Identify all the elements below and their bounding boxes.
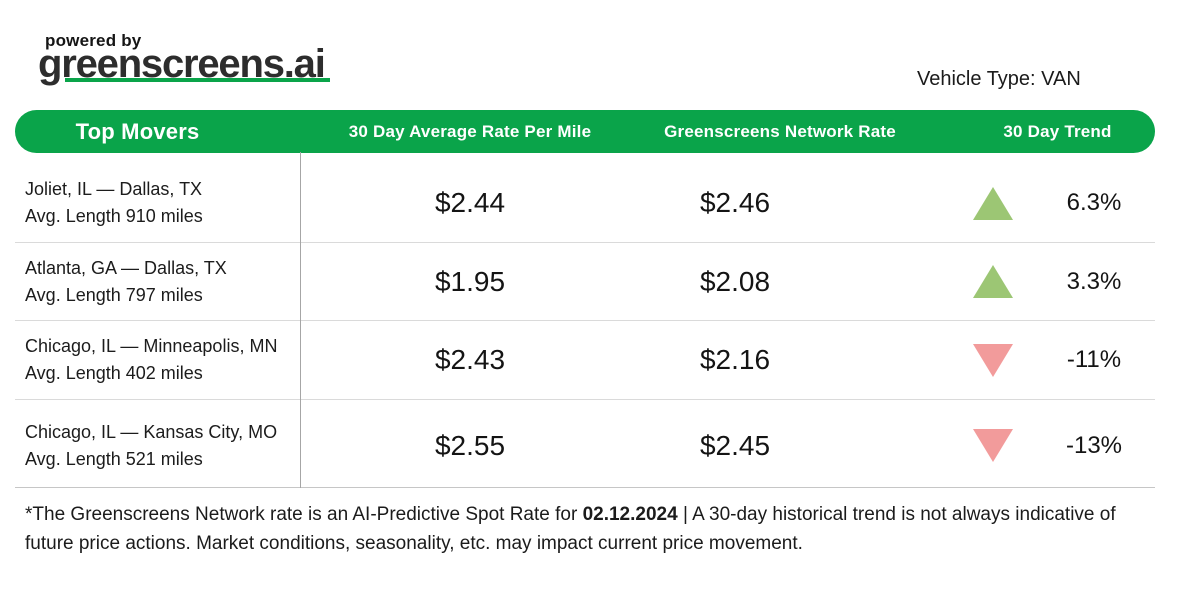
lane-name: Chicago, IL — Minneapolis, MN xyxy=(25,336,278,356)
powered-by-label: powered by xyxy=(45,31,142,50)
triangle-down-icon xyxy=(973,343,1013,377)
lane-cell: Atlanta, GA — Dallas, TX Avg. Length 797… xyxy=(15,255,300,309)
lane-cell: Chicago, IL — Minneapolis, MN Avg. Lengt… xyxy=(15,333,300,387)
lane-avg-length: Avg. Length 402 miles xyxy=(25,363,203,383)
brand-underline xyxy=(65,78,330,82)
table-row: Chicago, IL — Kansas City, MO Avg. Lengt… xyxy=(15,400,1155,491)
trend-value: 6.3% xyxy=(1066,189,1122,216)
vehicle-type-label: Vehicle Type: VAN xyxy=(917,68,1081,90)
table-row: Atlanta, GA — Dallas, TX Avg. Length 797… xyxy=(15,243,1155,321)
lane-cell: Chicago, IL — Kansas City, MO Avg. Lengt… xyxy=(15,419,300,473)
trend-value: -13% xyxy=(1065,431,1123,459)
avg-rate-cell: $1.95 xyxy=(434,265,506,297)
lane-name: Atlanta, GA — Dallas, TX xyxy=(25,257,227,278)
triangle-down-icon xyxy=(973,429,1013,462)
avg-rate-cell: $2.43 xyxy=(434,344,506,375)
lane-avg-length: Avg. Length 521 miles xyxy=(25,448,203,469)
brand-logo: greenscreens.ai xyxy=(38,42,326,86)
rates-table: Joliet, IL — Dallas, TX Avg. Length 910 … xyxy=(15,152,1155,488)
network-rate-cell: $2.46 xyxy=(699,187,771,218)
trend-cell: -11% xyxy=(920,343,1155,377)
column-header-30day-avg-rate: 30 Day Average Rate Per Mile xyxy=(348,121,592,141)
triangle-up-icon xyxy=(973,186,1013,220)
table-row: Chicago, IL — Minneapolis, MN Avg. Lengt… xyxy=(15,321,1155,400)
column-header-30day-trend: 30 Day Trend xyxy=(1003,121,1112,141)
trend-cell: 6.3% xyxy=(920,186,1155,220)
lane-avg-length: Avg. Length 797 miles xyxy=(25,284,203,305)
column-header-top-movers: Top Movers xyxy=(75,118,200,144)
network-rate-cell: $2.45 xyxy=(699,429,771,461)
footnote-date: 02.12.2024 xyxy=(582,504,678,525)
column-divider xyxy=(300,152,301,488)
table-header-bar: Top Movers 30 Day Average Rate Per Mile … xyxy=(15,110,1155,153)
trend-value: -11% xyxy=(1066,346,1122,373)
lane-cell: Joliet, IL — Dallas, TX Avg. Length 910 … xyxy=(15,176,300,230)
avg-rate-cell: $2.44 xyxy=(434,187,506,218)
lane-avg-length: Avg. Length 910 miles xyxy=(25,206,203,226)
avg-rate-cell: $2.55 xyxy=(434,429,506,461)
footnote-suffix: | A 30-day historical trend is not alway… xyxy=(25,504,1116,554)
network-rate-cell: $2.08 xyxy=(699,265,771,297)
trend-value: 3.3% xyxy=(1066,267,1122,295)
table-row: Joliet, IL — Dallas, TX Avg. Length 910 … xyxy=(15,164,1155,243)
lane-name: Chicago, IL — Kansas City, MO xyxy=(25,421,278,442)
network-rate-cell: $2.16 xyxy=(699,344,771,375)
footnote: *The Greenscreens Network rate is an AI-… xyxy=(25,500,1150,558)
trend-cell: -13% xyxy=(920,429,1155,462)
footnote-prefix: *The Greenscreens Network rate is an AI-… xyxy=(25,504,583,525)
triangle-up-icon xyxy=(973,265,1013,298)
column-header-network-rate: Greenscreens Network Rate xyxy=(664,121,896,141)
trend-cell: 3.3% xyxy=(920,265,1155,298)
lane-name: Joliet, IL — Dallas, TX xyxy=(25,179,203,199)
